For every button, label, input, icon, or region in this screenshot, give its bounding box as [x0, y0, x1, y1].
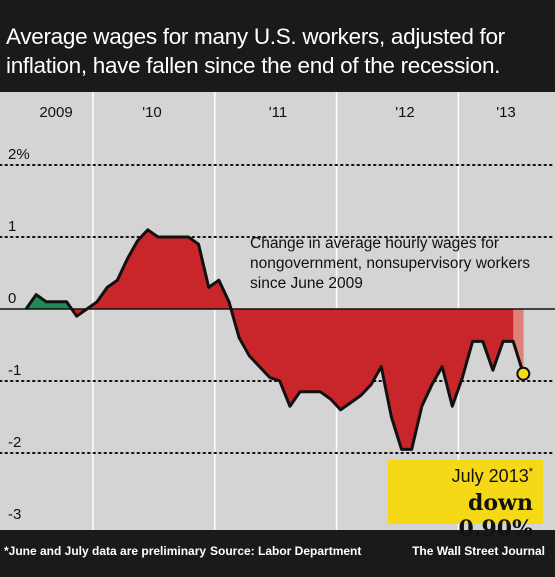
y-tick-label: -1: [8, 362, 21, 379]
y-tick-label: -3: [8, 506, 21, 523]
footer-source: Source: Labor Department: [210, 544, 362, 558]
negative-area: [231, 309, 524, 450]
y-tick-label: 2%: [8, 146, 30, 163]
callout-period: July 2013*: [452, 466, 533, 487]
y-tick-label: 1: [8, 218, 16, 235]
y-tick-label: 0: [8, 290, 16, 307]
x-tick-labels: 2009 '10 '11 '12 '13: [39, 104, 515, 121]
callout-marker: *: [528, 466, 533, 478]
endpoint-marker: [516, 366, 531, 381]
callout-period-text: July 2013: [451, 466, 529, 486]
series-annotation: Change in average hourly wages for nongo…: [250, 235, 530, 292]
x-tick-label: '13: [496, 104, 516, 121]
preliminary-area: [513, 309, 524, 374]
chart-title: Average wages for many U.S. workers, adj…: [6, 24, 505, 78]
footer: *June and July data are preliminary Sour…: [0, 544, 555, 564]
x-tick-label: '10: [142, 104, 162, 121]
y-tick-labels: 2% 1 0 -1 -2 -3: [8, 146, 30, 523]
series-line: [24, 228, 525, 451]
area-fills: [26, 229, 524, 450]
y-tick-label: -2: [8, 434, 21, 451]
x-tick-label: '11: [269, 104, 287, 121]
footer-credit: The Wall Street Journal: [412, 544, 545, 558]
latest-value-callout: July 2013* down 0.90%: [388, 460, 543, 542]
footer-note: *June and July data are preliminary: [4, 544, 207, 558]
x-tick-label: '12: [395, 104, 415, 121]
negative-area: [71, 229, 232, 317]
callout-value: down 0.90%: [458, 490, 534, 542]
x-tick-label: 2009: [39, 104, 72, 121]
